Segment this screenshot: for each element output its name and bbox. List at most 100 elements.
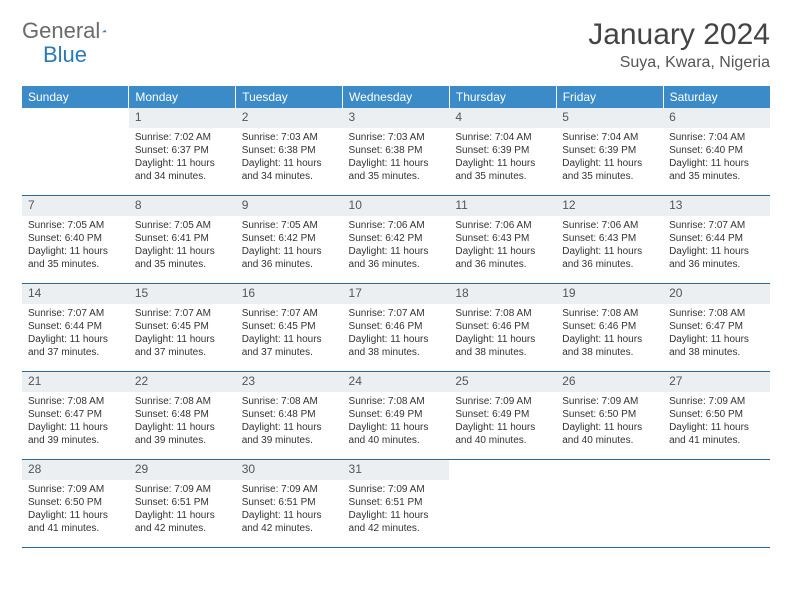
- logo-word-general: General: [22, 18, 100, 43]
- day-data-cell: Sunrise: 7:02 AMSunset: 6:37 PMDaylight:…: [129, 128, 236, 196]
- day-number-cell: [663, 460, 770, 480]
- daylight-line: Daylight: 11 hours and 41 minutes.: [28, 509, 123, 535]
- sunrise-line: Sunrise: 7:09 AM: [669, 395, 764, 408]
- sunrise-line: Sunrise: 7:08 AM: [135, 395, 230, 408]
- day-data-cell: Sunrise: 7:09 AMSunset: 6:51 PMDaylight:…: [129, 480, 236, 548]
- sunrise-line: Sunrise: 7:07 AM: [669, 219, 764, 232]
- day-number-cell: 23: [236, 372, 343, 392]
- sunset-line: Sunset: 6:47 PM: [28, 408, 123, 421]
- daylight-line: Daylight: 11 hours and 39 minutes.: [242, 421, 337, 447]
- sunset-line: Sunset: 6:38 PM: [242, 144, 337, 157]
- daylight-line: Daylight: 11 hours and 38 minutes.: [562, 333, 657, 359]
- day-number-cell: 26: [556, 372, 663, 392]
- day-data-cell: Sunrise: 7:05 AMSunset: 6:41 PMDaylight:…: [129, 216, 236, 284]
- sunset-line: Sunset: 6:45 PM: [135, 320, 230, 333]
- day-number-cell: 9: [236, 196, 343, 216]
- day-data-cell: Sunrise: 7:08 AMSunset: 6:46 PMDaylight:…: [556, 304, 663, 372]
- daylight-line: Daylight: 11 hours and 35 minutes.: [28, 245, 123, 271]
- day-header: Monday: [129, 86, 236, 108]
- day-number-row: 21222324252627: [22, 372, 770, 392]
- daylight-line: Daylight: 11 hours and 37 minutes.: [242, 333, 337, 359]
- day-number-row: 14151617181920: [22, 284, 770, 304]
- sunset-line: Sunset: 6:50 PM: [28, 496, 123, 509]
- day-header: Wednesday: [343, 86, 450, 108]
- daylight-line: Daylight: 11 hours and 40 minutes.: [455, 421, 550, 447]
- sunset-line: Sunset: 6:40 PM: [669, 144, 764, 157]
- sunset-line: Sunset: 6:38 PM: [349, 144, 444, 157]
- day-data-row: Sunrise: 7:05 AMSunset: 6:40 PMDaylight:…: [22, 216, 770, 284]
- daylight-line: Daylight: 11 hours and 34 minutes.: [242, 157, 337, 183]
- sunrise-line: Sunrise: 7:07 AM: [135, 307, 230, 320]
- logo-sail-icon: [102, 24, 106, 38]
- day-data-cell: [449, 480, 556, 548]
- daylight-line: Daylight: 11 hours and 38 minutes.: [455, 333, 550, 359]
- day-data-cell: Sunrise: 7:08 AMSunset: 6:48 PMDaylight:…: [129, 392, 236, 460]
- day-number-cell: 17: [343, 284, 450, 304]
- day-header: Saturday: [663, 86, 770, 108]
- day-data-cell: [556, 480, 663, 548]
- sunset-line: Sunset: 6:40 PM: [28, 232, 123, 245]
- sunrise-line: Sunrise: 7:05 AM: [135, 219, 230, 232]
- sunrise-line: Sunrise: 7:02 AM: [135, 131, 230, 144]
- sunset-line: Sunset: 6:42 PM: [349, 232, 444, 245]
- sunset-line: Sunset: 6:51 PM: [242, 496, 337, 509]
- daylight-line: Daylight: 11 hours and 37 minutes.: [28, 333, 123, 359]
- sunset-line: Sunset: 6:48 PM: [242, 408, 337, 421]
- day-data-cell: Sunrise: 7:07 AMSunset: 6:46 PMDaylight:…: [343, 304, 450, 372]
- day-data-cell: Sunrise: 7:04 AMSunset: 6:39 PMDaylight:…: [556, 128, 663, 196]
- sunrise-line: Sunrise: 7:09 AM: [455, 395, 550, 408]
- day-data-cell: Sunrise: 7:08 AMSunset: 6:48 PMDaylight:…: [236, 392, 343, 460]
- sunset-line: Sunset: 6:48 PM: [135, 408, 230, 421]
- sunset-line: Sunset: 6:49 PM: [455, 408, 550, 421]
- day-number-cell: [556, 460, 663, 480]
- day-data-cell: [663, 480, 770, 548]
- sunrise-line: Sunrise: 7:08 AM: [28, 395, 123, 408]
- day-data-cell: Sunrise: 7:04 AMSunset: 6:39 PMDaylight:…: [449, 128, 556, 196]
- day-number-cell: 5: [556, 108, 663, 128]
- day-number-cell: 20: [663, 284, 770, 304]
- day-number-cell: 21: [22, 372, 129, 392]
- sunrise-line: Sunrise: 7:03 AM: [242, 131, 337, 144]
- sunrise-line: Sunrise: 7:09 AM: [135, 483, 230, 496]
- daylight-line: Daylight: 11 hours and 42 minutes.: [135, 509, 230, 535]
- sunset-line: Sunset: 6:42 PM: [242, 232, 337, 245]
- day-number-row: 78910111213: [22, 196, 770, 216]
- daylight-line: Daylight: 11 hours and 36 minutes.: [455, 245, 550, 271]
- day-data-cell: Sunrise: 7:08 AMSunset: 6:47 PMDaylight:…: [663, 304, 770, 372]
- day-header: Sunday: [22, 86, 129, 108]
- day-data-cell: Sunrise: 7:06 AMSunset: 6:43 PMDaylight:…: [449, 216, 556, 284]
- sunset-line: Sunset: 6:50 PM: [669, 408, 764, 421]
- day-number-cell: 1: [129, 108, 236, 128]
- daylight-line: Daylight: 11 hours and 36 minutes.: [669, 245, 764, 271]
- sunrise-line: Sunrise: 7:09 AM: [562, 395, 657, 408]
- day-data-row: Sunrise: 7:09 AMSunset: 6:50 PMDaylight:…: [22, 480, 770, 548]
- day-header: Thursday: [449, 86, 556, 108]
- sunset-line: Sunset: 6:39 PM: [455, 144, 550, 157]
- sunset-line: Sunset: 6:45 PM: [242, 320, 337, 333]
- day-data-cell: Sunrise: 7:09 AMSunset: 6:50 PMDaylight:…: [556, 392, 663, 460]
- sunrise-line: Sunrise: 7:08 AM: [242, 395, 337, 408]
- day-data-row: Sunrise: 7:07 AMSunset: 6:44 PMDaylight:…: [22, 304, 770, 372]
- day-data-cell: Sunrise: 7:07 AMSunset: 6:45 PMDaylight:…: [129, 304, 236, 372]
- day-data-cell: Sunrise: 7:07 AMSunset: 6:45 PMDaylight:…: [236, 304, 343, 372]
- day-data-cell: Sunrise: 7:08 AMSunset: 6:49 PMDaylight:…: [343, 392, 450, 460]
- day-data-cell: Sunrise: 7:09 AMSunset: 6:50 PMDaylight:…: [663, 392, 770, 460]
- sunset-line: Sunset: 6:37 PM: [135, 144, 230, 157]
- daylight-line: Daylight: 11 hours and 42 minutes.: [349, 509, 444, 535]
- logo-text: General: [22, 18, 100, 44]
- day-data-cell: Sunrise: 7:09 AMSunset: 6:51 PMDaylight:…: [236, 480, 343, 548]
- day-data-cell: Sunrise: 7:03 AMSunset: 6:38 PMDaylight:…: [236, 128, 343, 196]
- sunset-line: Sunset: 6:46 PM: [349, 320, 444, 333]
- daylight-line: Daylight: 11 hours and 37 minutes.: [135, 333, 230, 359]
- day-number-cell: 7: [22, 196, 129, 216]
- sunrise-line: Sunrise: 7:06 AM: [562, 219, 657, 232]
- sunrise-line: Sunrise: 7:05 AM: [242, 219, 337, 232]
- sunset-line: Sunset: 6:41 PM: [135, 232, 230, 245]
- header: General January 2024 Suya, Kwara, Nigeri…: [22, 18, 770, 72]
- daylight-line: Daylight: 11 hours and 40 minutes.: [349, 421, 444, 447]
- daylight-line: Daylight: 11 hours and 35 minutes.: [455, 157, 550, 183]
- day-number-cell: 14: [22, 284, 129, 304]
- day-header-row: SundayMondayTuesdayWednesdayThursdayFrid…: [22, 86, 770, 108]
- day-number-cell: 31: [343, 460, 450, 480]
- title-block: January 2024 Suya, Kwara, Nigeria: [588, 18, 770, 72]
